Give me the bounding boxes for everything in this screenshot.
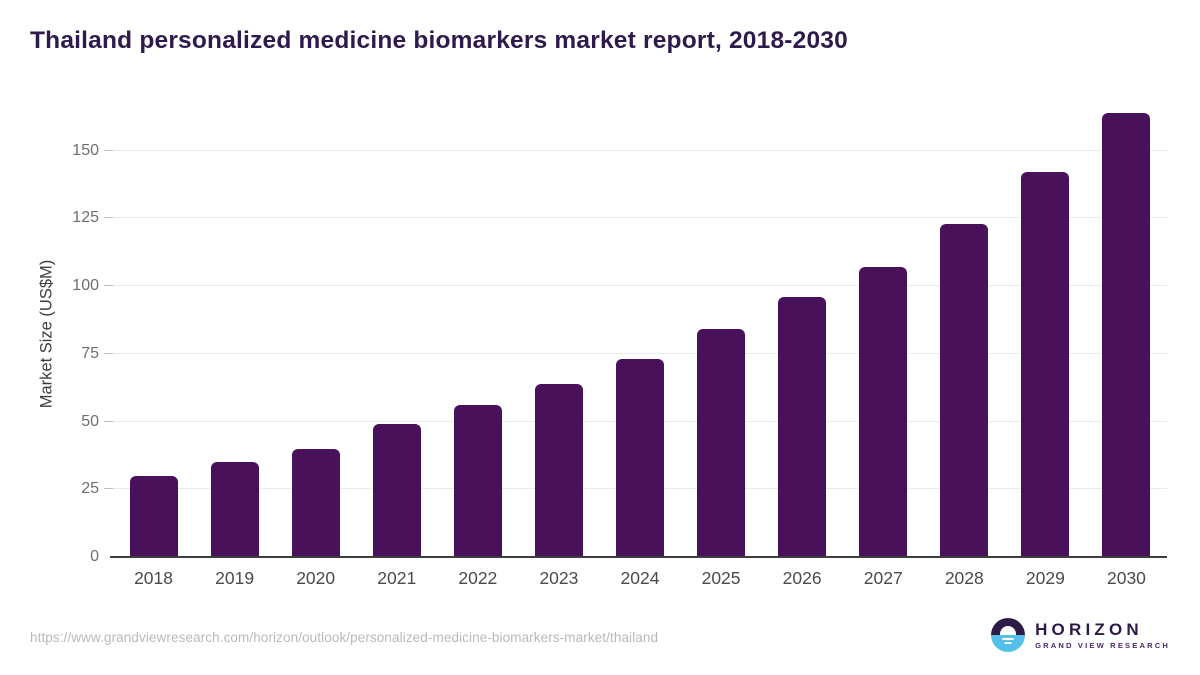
bars-container [113,112,1167,557]
bar-slot-2028 [924,112,1005,557]
bar-slot-2027 [843,112,924,557]
chart-title: Thailand personalized medicine biomarker… [30,27,848,54]
bar-2027[interactable] [859,267,908,557]
bar-2018[interactable] [129,476,178,557]
bar-2023[interactable] [534,384,583,557]
horizon-logo[interactable]: HORIZON GRAND VIEW RESEARCH [991,618,1170,652]
x-tick-label-2022: 2022 [458,568,498,588]
x-tick-label-2028: 2028 [944,568,984,588]
x-tick-label-2023: 2023 [539,568,579,588]
reflection-line [1002,638,1015,640]
source-url: https://www.grandviewresearch.com/horizo… [30,630,659,645]
x-axis-labels: 2018 2019 2020 2021 2022 2023 2024 2025 2026 2027… [113,568,1167,589]
sun-over-horizon-icon [991,618,1026,652]
sun-shape [1000,626,1017,635]
bar-slot-2023 [518,112,599,557]
y-tick-label-25: 25 [81,480,99,498]
x-tick-label-2029: 2029 [1025,568,1065,588]
bar-slot-2026 [762,112,843,557]
bar-slot-2024 [599,112,680,557]
plot-area: 0 25 50 75 100 125 150 2018 2019 2020 2021 2022 202… [72,112,1167,588]
x-tick-label-2020: 2020 [296,568,336,588]
bar-slot-2020 [275,112,356,557]
x-tick-label-2025: 2025 [701,568,741,588]
y-tick-mark-100 [104,285,113,286]
y-tick-label-50: 50 [81,412,99,430]
bar-2029[interactable] [1021,172,1070,557]
y-tick-label-125: 125 [72,209,99,227]
x-axis-line [110,556,1167,558]
x-tick-label-2030: 2030 [1106,568,1146,588]
x-tick-label-2021: 2021 [377,568,417,588]
y-tick-mark-25 [104,488,113,490]
x-tick-label-2024: 2024 [620,568,660,588]
y-tick-mark-50 [104,420,113,422]
bar-2030[interactable] [1102,113,1151,557]
y-tick-mark-125 [104,217,113,219]
bar-2019[interactable] [210,462,259,557]
bar-slot-2019 [194,112,275,557]
gridline-100 [113,285,1167,286]
y-tick-mark-75 [104,352,113,354]
y-tick-mark-150 [104,149,113,151]
gridline-75 [113,352,1167,354]
bar-2028[interactable] [940,224,989,557]
x-tick-label-2027: 2027 [863,568,903,588]
bar-slot-2021 [356,112,437,557]
y-tick-label-150: 150 [72,141,99,159]
bar-slot-2022 [437,112,518,557]
x-tick-label-2026: 2026 [782,568,822,588]
logo-brand: HORIZON [1035,619,1143,639]
logo-text: HORIZON GRAND VIEW RESEARCH [1035,621,1170,650]
logo-subbrand: GRAND VIEW RESEARCH [1035,640,1170,650]
gridline-125 [113,217,1167,219]
bar-2021[interactable] [372,424,421,557]
reflection-line [1004,642,1012,644]
x-tick-label-2018: 2018 [134,568,173,588]
x-tick-label-2019: 2019 [215,568,255,588]
bar-2025[interactable] [697,329,746,557]
y-tick-label-0: 0 [90,548,99,565]
y-tick-label-75: 75 [81,344,99,362]
bar-slot-2025 [681,112,762,557]
bar-slot-2030 [1086,112,1167,557]
bar-2020[interactable] [291,449,340,557]
bar-2024[interactable] [615,359,664,557]
bar-slot-2029 [1005,112,1086,557]
bar-2026[interactable] [778,297,827,557]
bar-2022[interactable] [453,405,502,557]
bar-slot-2018 [113,112,194,557]
gridline-150 [113,149,1167,151]
y-tick-label-100: 100 [72,277,99,294]
